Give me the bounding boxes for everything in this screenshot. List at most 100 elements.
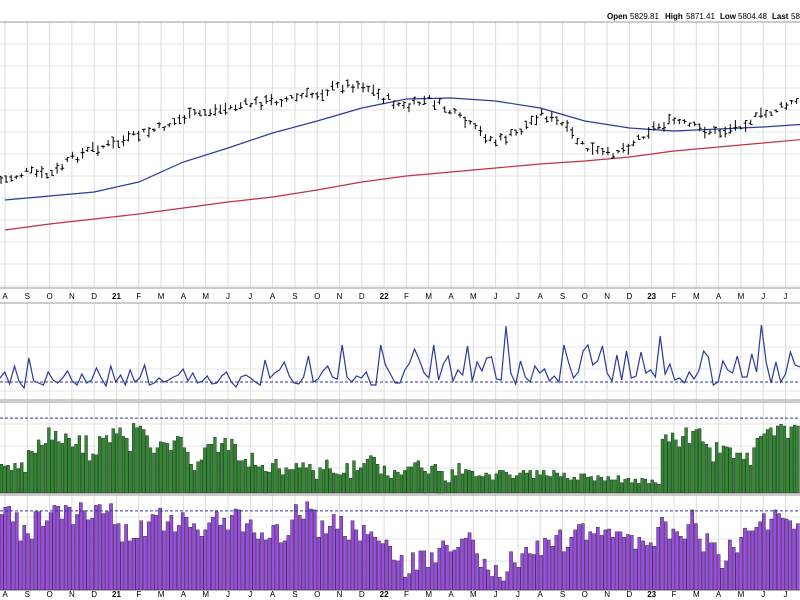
indicator-3-bar <box>694 523 698 591</box>
indicator-2-bar <box>369 455 373 494</box>
x-tick-label: A <box>448 590 454 599</box>
indicator-2-bar <box>508 474 512 494</box>
price-bars-layer <box>0 79 799 184</box>
indicator-3-bar <box>460 538 464 591</box>
indicator-3-bar <box>37 511 42 591</box>
indicator-2-bar <box>284 467 288 494</box>
indicator-2-bar <box>677 446 681 494</box>
high-label: High <box>665 12 683 21</box>
indicator-3-bar <box>29 538 34 591</box>
indicator-2-bar <box>315 478 319 494</box>
indicator-2-bar <box>243 458 248 494</box>
indicator-3-bar <box>573 529 577 591</box>
last-label: Last <box>772 12 789 21</box>
indicator-2-bar <box>559 476 563 494</box>
indicator-2-bar <box>603 480 607 494</box>
indicator-3-bar <box>746 530 751 591</box>
x-tick-label: A <box>716 292 722 301</box>
indicator-2-bar <box>196 461 200 494</box>
indicator-3-bar <box>618 531 623 591</box>
x-tick-label: N <box>337 292 343 301</box>
indicator-3-bar <box>554 535 559 591</box>
indicator-2-bar <box>403 470 407 494</box>
indicator-3-bar <box>203 529 208 591</box>
indicator-3-bar <box>656 527 660 591</box>
moving-average-2-line <box>4 139 800 231</box>
open-value: 5829.81 <box>630 12 659 21</box>
indicator-2-bar <box>40 444 44 494</box>
indicator-2-bar <box>148 447 153 494</box>
x-tick-label: M <box>425 292 432 301</box>
indicator-2-bar <box>525 472 529 494</box>
indicator-3-bar <box>562 551 566 591</box>
indicator-2-bar <box>542 470 546 494</box>
indicator-3-bar <box>663 521 668 591</box>
indicator-2-bar <box>382 465 387 494</box>
x-tick-label: D <box>91 292 97 301</box>
indicator-3-bar <box>411 552 415 591</box>
indicator-2-bar <box>609 479 614 494</box>
indicator-2-bar <box>335 473 339 494</box>
indicator-2-bar <box>447 482 451 494</box>
indicator-3-bar <box>97 504 102 591</box>
x-tick-label: F <box>136 292 141 301</box>
indicator-3-bar <box>513 562 517 591</box>
x-tick-label: M <box>470 292 477 301</box>
indicator-3-bar <box>403 577 408 591</box>
indicator-2-bar <box>304 467 309 494</box>
indicator-3-bar <box>448 551 453 591</box>
x-tick-label: N <box>604 292 610 301</box>
x-tick-label: D <box>627 590 633 599</box>
x-tick-label: F <box>672 590 677 599</box>
indicator-3-bar <box>260 532 264 591</box>
indicator-2-bar <box>50 439 54 494</box>
indicator-3-bar <box>346 539 351 591</box>
indicator-3-bar <box>629 535 634 591</box>
indicator-3-bar <box>331 514 336 591</box>
x-tick-label: A <box>538 292 544 301</box>
indicator-2-bar <box>467 470 471 494</box>
indicator-2-bar <box>450 469 454 494</box>
x-tick-label: S <box>25 590 30 599</box>
indicator-2-bar <box>233 444 237 494</box>
indicator-3-bar <box>192 523 196 591</box>
indicator-2-bar <box>782 425 787 494</box>
indicator-2-bar <box>396 471 400 494</box>
indicator-3-bar <box>188 527 193 591</box>
indicator-2-bar <box>291 469 295 494</box>
indicator-2-bar <box>498 470 502 494</box>
indicator-2-bar <box>20 462 24 494</box>
x-tick-label: J <box>494 590 498 599</box>
indicator-3-bar <box>784 518 789 591</box>
indicator-2-bar <box>582 473 587 494</box>
indicator-3-bar <box>324 533 328 591</box>
x-tick-label: 23 <box>647 292 656 301</box>
indicator-2-bar <box>362 463 366 494</box>
x-tick-label: O <box>582 590 588 599</box>
indicator-3-bar <box>158 507 162 591</box>
indicator-3-bar <box>214 511 219 591</box>
indicator-2-bar <box>101 438 105 494</box>
x-tick-label: J <box>226 292 230 301</box>
x-tick-label: A <box>181 590 187 599</box>
indicator-2-bar <box>267 471 271 494</box>
indicator-3-bar <box>426 567 430 591</box>
indicator-2-bar <box>491 479 495 494</box>
x-tick-label: J <box>761 590 765 599</box>
indicator-3-bar <box>456 547 460 591</box>
indicator-2-bar <box>81 452 85 494</box>
indicator-3-bar <box>362 525 366 591</box>
indicator-2-bar <box>772 435 776 494</box>
indicator-2-bar <box>769 427 773 494</box>
indicator-3-bar <box>569 537 574 591</box>
x-tick-label: M <box>202 292 209 301</box>
x-tick-label: J <box>784 590 788 599</box>
indicator-3-bar <box>63 505 68 591</box>
indicator-2-bar <box>98 436 102 494</box>
indicator-3-bar <box>290 519 294 591</box>
indicator-3-bar <box>671 528 676 591</box>
indicator-3-bar <box>226 529 230 591</box>
high-value: 5871.41 <box>686 12 715 21</box>
indicator-2-bar <box>321 469 326 494</box>
indicator-2-bar <box>125 438 129 494</box>
